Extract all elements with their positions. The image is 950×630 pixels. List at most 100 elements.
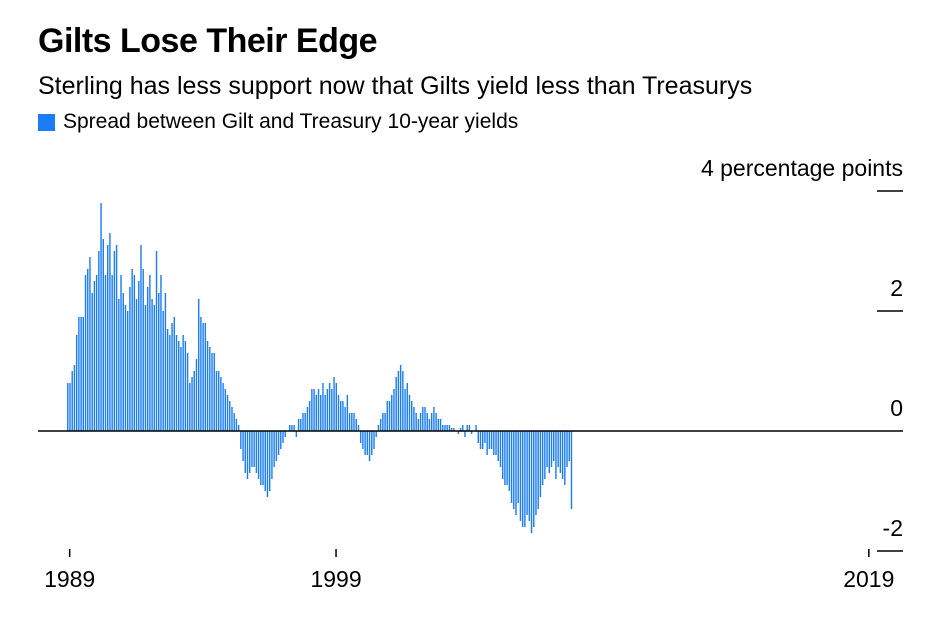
bar	[277, 431, 280, 455]
bar	[430, 413, 433, 431]
bar	[415, 413, 417, 431]
bar	[544, 431, 546, 479]
bar	[164, 293, 167, 431]
bar	[282, 431, 284, 443]
bar	[280, 431, 282, 449]
bar	[486, 431, 488, 455]
bar	[291, 425, 293, 431]
bar	[570, 431, 573, 509]
bar	[439, 419, 442, 431]
bar	[131, 269, 133, 431]
bar	[93, 281, 96, 431]
bar	[206, 341, 209, 431]
bar	[73, 365, 76, 431]
bar	[242, 431, 244, 461]
bar	[302, 413, 304, 431]
bar	[553, 431, 555, 461]
bar	[484, 431, 486, 443]
bar	[337, 395, 340, 431]
bar	[533, 431, 535, 527]
bar	[326, 389, 329, 431]
bar	[404, 389, 406, 431]
bar	[246, 431, 249, 479]
bar	[300, 419, 302, 431]
bar	[548, 431, 550, 473]
bar	[140, 245, 142, 431]
bar	[433, 407, 435, 431]
bar	[275, 431, 278, 461]
bar	[104, 275, 107, 431]
bar	[178, 341, 180, 431]
bar	[180, 347, 182, 431]
bar	[559, 431, 562, 473]
bar	[91, 293, 93, 431]
bar	[133, 275, 136, 431]
bar	[111, 275, 113, 431]
legend: Spread between Gilt and Treasury 10-year…	[38, 110, 518, 134]
bar	[271, 431, 273, 479]
bar	[344, 407, 346, 431]
bar	[450, 428, 453, 431]
bar	[373, 431, 375, 449]
bar	[295, 431, 298, 437]
chart-title: Gilts Lose Their Edge	[38, 22, 378, 60]
bar	[499, 431, 502, 467]
bar	[424, 407, 426, 431]
bar	[100, 203, 102, 431]
bar	[237, 425, 240, 431]
bar	[226, 395, 229, 431]
bar	[406, 383, 408, 431]
bar	[153, 305, 156, 431]
bar	[417, 419, 420, 431]
bar	[328, 383, 331, 431]
x-axis: 1989 1999 2019	[44, 549, 894, 592]
bar	[202, 323, 204, 431]
bar	[175, 335, 178, 431]
bar	[362, 431, 364, 449]
bar	[366, 431, 369, 455]
bar	[195, 359, 198, 431]
bar	[191, 377, 193, 431]
bar	[89, 257, 91, 431]
bar	[364, 431, 366, 455]
bar	[497, 431, 499, 461]
bar	[197, 299, 200, 431]
bar	[213, 353, 215, 431]
bar	[71, 371, 73, 431]
bar	[521, 431, 524, 527]
bar	[510, 431, 513, 503]
bar	[464, 431, 466, 437]
bar	[162, 311, 164, 431]
bar	[262, 431, 264, 485]
bar	[411, 401, 413, 431]
bar	[244, 431, 246, 473]
bar	[84, 275, 87, 431]
bar	[442, 425, 444, 431]
bars-group	[38, 203, 903, 533]
bar	[426, 413, 428, 431]
bar	[67, 383, 69, 431]
bar	[539, 431, 542, 497]
bar	[235, 419, 238, 431]
bar	[353, 413, 355, 431]
y-tick-label: -2	[883, 515, 903, 541]
bar	[297, 419, 300, 431]
bar	[186, 353, 189, 431]
bar	[324, 395, 326, 431]
bar	[138, 281, 140, 431]
bar	[566, 431, 568, 467]
bar	[102, 239, 104, 431]
bar	[322, 383, 324, 431]
bar	[340, 401, 342, 431]
bar	[253, 431, 255, 467]
bar	[200, 317, 202, 431]
bar	[528, 431, 531, 521]
bar	[95, 275, 98, 431]
bar	[368, 431, 371, 461]
bar	[169, 335, 171, 431]
bar	[284, 431, 286, 437]
bar	[488, 431, 491, 449]
bar	[331, 389, 333, 431]
bar	[541, 431, 544, 485]
bar	[504, 431, 506, 485]
